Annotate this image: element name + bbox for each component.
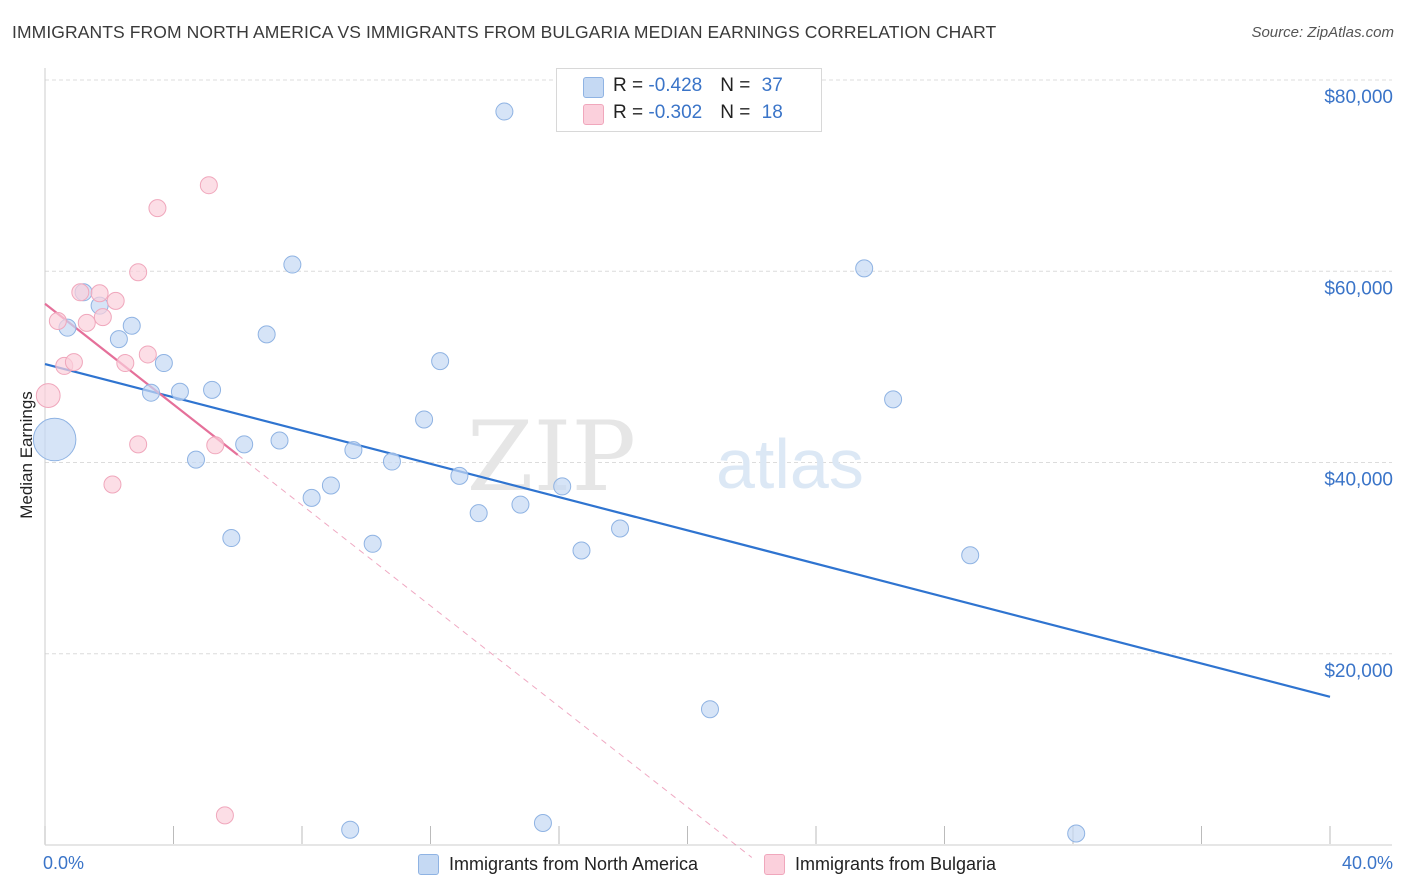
- y-tick-label-3: $80,000: [1324, 87, 1393, 108]
- x-tick-label-min: 0.0%: [43, 853, 84, 873]
- north-america-point-36: [1067, 824, 1086, 843]
- north-america-point-4: [109, 330, 128, 349]
- bottom-legend-label-north-america: Immigrants from North America: [449, 853, 699, 874]
- legend-n-label: N =: [720, 102, 756, 123]
- north-america-point-8: [170, 382, 189, 401]
- legend-r-label: R =: [613, 75, 649, 96]
- legend-n-value-north-america: 37: [761, 75, 783, 96]
- north-america-point-15: [283, 255, 302, 274]
- bulgaria-point-15: [199, 176, 218, 195]
- gridlines: [45, 79, 1392, 655]
- legend-box: R = -0.428 N = 37 R = -0.302 N = 18: [556, 68, 822, 132]
- north-america-point-30: [572, 541, 591, 560]
- y-tick-label-2: $60,000: [1324, 278, 1393, 299]
- north-america-point-5: [122, 316, 141, 335]
- bottom-legend-swatch-bulgaria: [764, 853, 785, 875]
- watermark-atlas: atlas: [716, 425, 864, 503]
- bottom-legend-bulgaria[interactable]: Immigrants from Bulgaria: [764, 852, 996, 876]
- north-america-point-14: [270, 431, 289, 450]
- north-america-point-32: [700, 700, 719, 719]
- bulgaria-point-5: [77, 313, 96, 332]
- north-america-point-6: [142, 383, 161, 402]
- bottom-legend-north-america[interactable]: Immigrants from North America: [418, 852, 698, 876]
- bulgaria-point-0: [35, 383, 61, 408]
- bulgaria-points: [35, 176, 234, 825]
- legend-n-label: N =: [720, 75, 756, 96]
- y-tick-label-1: $40,000: [1324, 470, 1393, 491]
- north-america-point-0: [32, 417, 77, 462]
- north-america-point-25: [469, 504, 488, 523]
- north-america-point-19: [344, 441, 363, 460]
- bulgaria-point-12: [129, 263, 148, 282]
- bulgaria-point-10: [116, 354, 135, 373]
- north-america-point-18: [341, 820, 360, 839]
- bottom-legend-swatch-north-america: [418, 853, 439, 875]
- bulgaria-point-7: [93, 308, 112, 327]
- chart-title: IMMIGRANTS FROM NORTH AMERICA VS IMMIGRA…: [12, 22, 997, 42]
- bulgaria-point-9: [106, 291, 125, 310]
- bulgaria-point-14: [148, 199, 167, 218]
- north-america-point-13: [257, 325, 276, 344]
- north-america-point-23: [431, 352, 450, 371]
- north-america-point-9: [186, 450, 205, 469]
- tick-labels: $20,000 $40,000 $60,000 $80,000 0.0% 40.0%: [43, 87, 1393, 873]
- north-america-point-21: [382, 452, 401, 471]
- legend-r-value-north-america: -0.428: [648, 75, 703, 96]
- trend-lines: [44, 302, 1331, 858]
- legend-r-value-bulgaria: -0.302: [648, 102, 703, 123]
- north-america-point-27: [511, 495, 530, 514]
- north-america-points: [32, 102, 1086, 843]
- trend-line-bulgaria: [44, 302, 239, 456]
- bulgaria-point-17: [215, 806, 234, 825]
- north-america-point-16: [302, 488, 321, 507]
- watermark: ZIP atlas: [467, 401, 864, 513]
- north-america-point-22: [415, 410, 434, 429]
- x-tick-label-max: 40.0%: [1342, 853, 1393, 873]
- north-america-point-7: [154, 354, 173, 373]
- legend-row-bulgaria: R = -0.302 N = 18: [613, 101, 783, 125]
- north-america-point-31: [611, 519, 630, 538]
- north-america-point-12: [235, 435, 254, 454]
- source-label[interactable]: Source: ZipAtlas.com: [1251, 24, 1394, 41]
- trend-line-north-america: [44, 362, 1331, 698]
- north-america-point-17: [321, 476, 340, 495]
- north-america-point-34: [884, 390, 903, 409]
- north-america-point-35: [961, 546, 980, 565]
- trend-line-bulgaria-extension: [237, 454, 753, 858]
- north-america-point-33: [855, 259, 874, 278]
- legend-swatch-bulgaria: [583, 104, 604, 125]
- bulgaria-point-1: [48, 311, 67, 330]
- north-america-point-20: [363, 534, 382, 553]
- north-america-point-29: [553, 477, 572, 496]
- bottom-legend-label-bulgaria: Immigrants from Bulgaria: [795, 853, 997, 874]
- bulgaria-point-8: [103, 475, 122, 494]
- legend-r-label: R =: [613, 102, 649, 123]
- y-tick-label-0: $20,000: [1324, 661, 1393, 682]
- north-america-point-24: [450, 466, 469, 485]
- bulgaria-point-3: [64, 353, 83, 372]
- legend-swatch-north-america: [583, 77, 604, 98]
- north-america-point-26: [495, 102, 514, 121]
- bulgaria-point-11: [129, 435, 148, 454]
- legend-n-value-bulgaria: 18: [761, 102, 783, 123]
- north-america-point-28: [533, 814, 552, 833]
- bulgaria-point-16: [206, 436, 225, 455]
- bulgaria-point-13: [138, 345, 157, 364]
- bulgaria-point-6: [90, 284, 109, 303]
- legend-row-north-america: R = -0.428 N = 37: [613, 74, 783, 98]
- north-america-point-11: [222, 529, 241, 548]
- bulgaria-point-4: [71, 283, 90, 302]
- north-america-point-10: [203, 380, 222, 399]
